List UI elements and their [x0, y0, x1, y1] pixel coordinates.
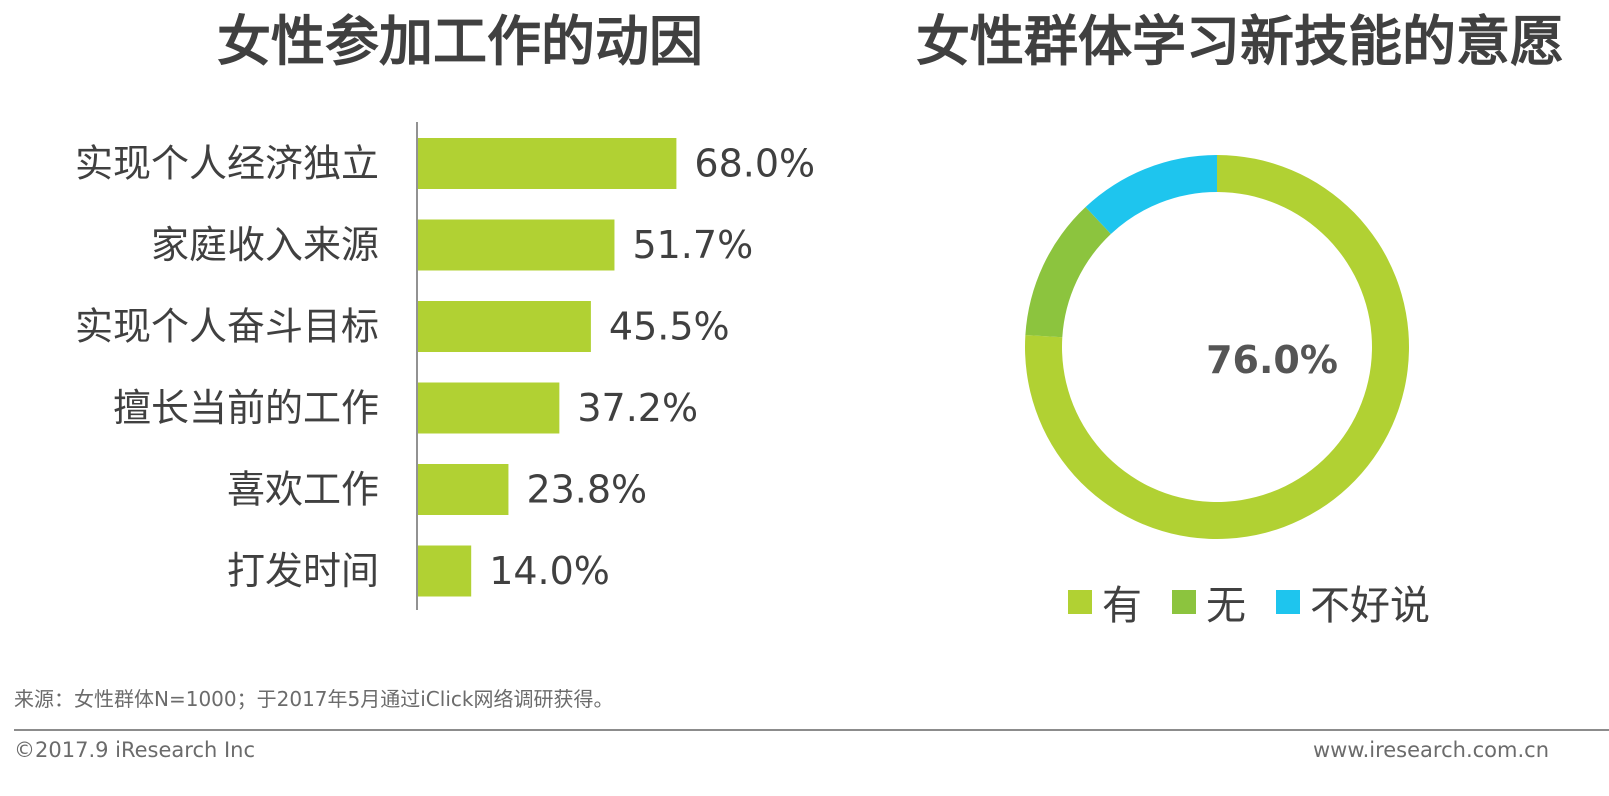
- legend-item-yes: 有: [1068, 573, 1142, 631]
- legend-swatch-no: [1172, 590, 1196, 614]
- legend-swatch-yes: [1068, 590, 1092, 614]
- footer-divider: [14, 729, 1609, 731]
- website-link[interactable]: www.iresearch.com.cn: [1312, 738, 1549, 762]
- bar-mark: [418, 219, 615, 271]
- legend-label-yes: 有: [1102, 583, 1142, 629]
- donut-legend: 有 无 不好说: [1068, 582, 1430, 629]
- left-chart-title: 女性参加工作的动因: [217, 10, 703, 73]
- bar-mark: [418, 138, 677, 189]
- legend-item-unsure: 不好说: [1276, 573, 1430, 631]
- right-chart-title: 女性群体学习新技能的意愿: [916, 10, 1564, 73]
- legend-label-unsure: 不好说: [1310, 583, 1430, 629]
- bar-category-label: 家庭收入来源: [151, 223, 379, 267]
- bar-category-label: 实现个人奋斗目标: [75, 305, 379, 349]
- bar-category-label: 喜欢工作: [227, 468, 379, 512]
- bar-mark: [418, 301, 591, 352]
- bar-value-label: 45.5%: [609, 305, 730, 349]
- bar-mark: [418, 382, 560, 434]
- bar-value-label: 14.0%: [489, 549, 610, 593]
- bar-category-label: 擅长当前的工作: [113, 386, 379, 430]
- bar-mark: [418, 464, 509, 515]
- legend-item-no: 无: [1172, 573, 1246, 631]
- donut-center-label: 76.0%: [1206, 338, 1338, 382]
- bar-mark: [418, 545, 472, 597]
- donut-slice-unsure: [1085, 155, 1217, 235]
- bar-value-label: 68.0%: [694, 142, 815, 186]
- bar-value-label: 23.8%: [526, 468, 647, 512]
- legend-swatch-unsure: [1276, 590, 1300, 614]
- source-note: 来源：女性群体N=1000；于2017年5月通过iClick网络调研获得。: [14, 687, 614, 711]
- donut-slice-no: [1025, 207, 1111, 338]
- legend-label-no: 无: [1206, 583, 1246, 629]
- bar-category-label: 打发时间: [227, 549, 379, 593]
- copyright-text: ©2017.9 iResearch Inc: [14, 738, 256, 762]
- motivation-bar-chart: 实现个人经济独立 68.0% 家庭收入来源 51.7% 实现个人奋斗目标 45.5% 擅长当…: [75, 122, 815, 610]
- bar-value-label: 37.2%: [577, 386, 698, 430]
- bar-value-label: 51.7%: [632, 223, 753, 267]
- willingness-donut-chart: 76.0%: [1025, 155, 1409, 539]
- bar-category-label: 实现个人经济独立: [75, 142, 379, 186]
